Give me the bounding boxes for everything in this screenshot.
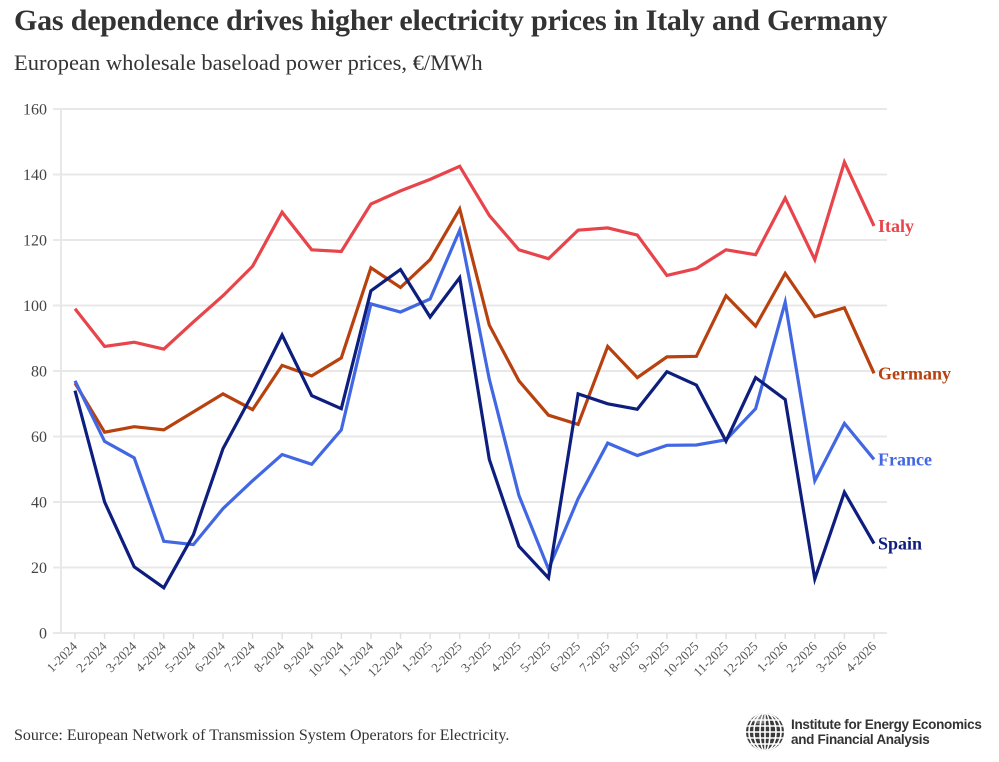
y-tick-label: 60: [31, 429, 47, 446]
x-tick-label: 8-2024: [251, 638, 288, 675]
series-line-spain: [73, 267, 876, 591]
x-tick-label: 4-2024: [132, 638, 169, 675]
globe-icon: [746, 713, 784, 751]
chart-subtitle: European wholesale baseload power prices…: [14, 50, 483, 75]
series-label-france: France: [878, 449, 932, 469]
x-tick-label: 5-2024: [162, 638, 199, 675]
y-tick-label: 120: [23, 233, 47, 250]
x-tick-label: 1-2026: [754, 638, 791, 675]
x-tick-label: 8-2025: [606, 639, 643, 676]
grid: [53, 108, 887, 634]
y-tick-label: 140: [23, 167, 47, 184]
x-tick-label: 3-2026: [813, 638, 850, 675]
y-tick-label: 40: [31, 495, 47, 512]
x-tick-label: 6-2024: [191, 638, 228, 675]
logo-text-line2: and Financial Analysis: [791, 732, 930, 747]
y-tick-label: 80: [31, 364, 47, 381]
x-tick-label: 3-2025: [458, 639, 495, 676]
ieefa-logo: Institute for Energy Economics and Finan…: [745, 712, 982, 752]
y-tick-label: 0: [39, 626, 47, 643]
series-label-germany: Germany: [878, 363, 951, 383]
x-tick-label: 4-2026: [842, 638, 879, 675]
series-line-germany: [73, 204, 876, 434]
y-axis: 0 20 40 60 80 100 120 140 160: [23, 102, 62, 643]
source-note: Source: European Network of Transmission…: [14, 727, 510, 744]
x-tick-label: 2-2025: [428, 639, 465, 676]
x-tick-label: 3-2024: [103, 638, 140, 675]
y-tick-label: 160: [23, 102, 47, 119]
y-tick-label: 20: [31, 560, 47, 577]
x-tick-label: 2-2024: [73, 638, 110, 675]
chart-title: Gas dependence drives higher electricity…: [14, 4, 888, 37]
x-axis: 1-20242-20243-20244-20245-20246-20247-20…: [43, 633, 879, 680]
x-tick-label: 5-2025: [517, 639, 554, 676]
series-label-italy: Italy: [878, 216, 914, 236]
series-labels: Italy Germany France Spain: [878, 216, 951, 554]
x-tick-label: 1-2024: [43, 638, 80, 675]
y-tick-label: 100: [23, 298, 47, 315]
series: [73, 157, 876, 591]
x-tick-label: 2-2026: [783, 638, 820, 675]
x-tick-label: 7-2024: [221, 638, 258, 675]
series-label-spain: Spain: [878, 534, 922, 554]
x-tick-label: 1-2025: [399, 639, 436, 676]
x-tick-label: 4-2025: [487, 639, 524, 676]
x-tick-label: 7-2025: [576, 639, 613, 676]
x-tick-label: 6-2025: [547, 639, 584, 676]
series-line-italy: [73, 157, 876, 351]
series-line-france: [73, 224, 876, 574]
logo-text-line1: Institute for Energy Economics: [791, 717, 982, 732]
